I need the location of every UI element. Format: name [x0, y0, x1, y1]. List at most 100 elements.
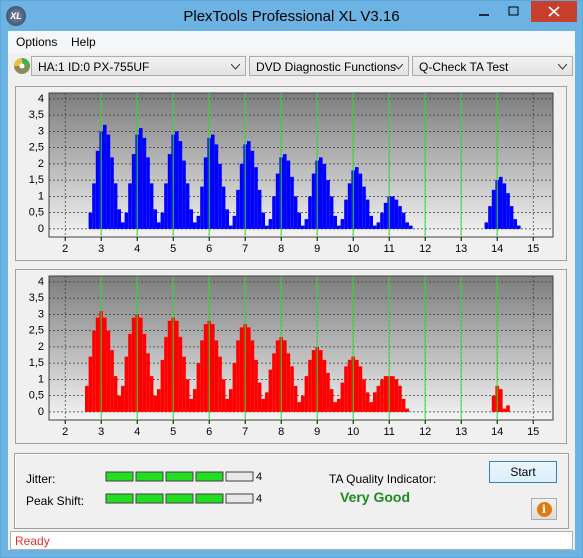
- meter-segment-filled: [135, 471, 164, 482]
- quality-value: Very Good: [340, 489, 411, 505]
- bar: [239, 163, 244, 229]
- x-tick-label: 12: [419, 426, 431, 438]
- bar: [110, 157, 114, 229]
- bar: [509, 206, 514, 229]
- x-tick-label: 4: [134, 243, 140, 255]
- x-tick-label: 10: [347, 426, 359, 438]
- y-tick-label: 1: [38, 190, 44, 202]
- y-tick-label: 3: [38, 125, 44, 137]
- bar: [311, 173, 316, 229]
- info-button[interactable]: i: [531, 498, 557, 520]
- bar: [236, 340, 240, 412]
- bar: [344, 199, 348, 229]
- window-controls[interactable]: [469, 1, 579, 23]
- bar: [236, 189, 240, 229]
- bar: [182, 160, 186, 229]
- bar: [329, 196, 334, 229]
- bar: [261, 212, 265, 229]
- bar: [286, 160, 291, 229]
- bar: [221, 186, 226, 229]
- bar: [214, 144, 219, 229]
- bar: [358, 173, 363, 229]
- meters: 44: [105, 471, 262, 505]
- bar: [365, 392, 370, 412]
- start-button[interactable]: Start: [489, 461, 557, 483]
- bar: [380, 212, 384, 229]
- drive-select[interactable]: HA:1 ID:0 PX-755UF: [31, 56, 246, 76]
- bar: [355, 167, 359, 229]
- bar: [160, 359, 165, 412]
- bar: [369, 402, 373, 412]
- meter-segment-filled: [195, 493, 224, 504]
- function-text: DVD Diagnostic Functions: [256, 60, 397, 74]
- bar: [272, 353, 276, 412]
- bar: [164, 183, 168, 229]
- bar: [355, 359, 359, 412]
- bar: [178, 141, 183, 229]
- bar: [225, 398, 229, 412]
- bar: [250, 340, 255, 412]
- x-tick-label: 7: [242, 243, 248, 255]
- bar: [333, 402, 337, 412]
- menu-item[interactable]: Options: [16, 35, 58, 49]
- status-bar: Ready: [10, 531, 573, 550]
- bar: [283, 340, 287, 412]
- drive-text: HA:1 ID:0 PX-755UF: [38, 60, 150, 74]
- meter-segment-filled: [195, 471, 224, 482]
- x-tick-label: 2: [62, 243, 68, 255]
- bar: [214, 340, 219, 412]
- meter-segment-filled: [105, 471, 134, 482]
- x-tick-label: 9: [314, 426, 320, 438]
- bar: [308, 359, 312, 412]
- peak-shift-label: Peak Shift:: [26, 494, 85, 508]
- y-tick-label: 2: [38, 158, 44, 170]
- x-tick-label: 11: [383, 243, 394, 255]
- bar: [293, 196, 298, 229]
- bar: [257, 382, 262, 412]
- bar: [376, 385, 381, 412]
- jitter-label: Jitter:: [26, 472, 56, 486]
- bar: [373, 392, 377, 412]
- x-tick-label: 15: [527, 243, 539, 255]
- bar: [229, 225, 233, 229]
- bar: [301, 225, 305, 229]
- bar: [286, 353, 291, 412]
- x-tick-label: 3: [98, 426, 104, 438]
- info-icon: i: [536, 502, 552, 517]
- bar: [178, 337, 183, 412]
- x-tick-label: 5: [170, 243, 176, 255]
- bar: [488, 206, 492, 229]
- x-tick-label: 13: [455, 426, 467, 438]
- bar: [376, 222, 381, 229]
- x-tick-label: 4: [134, 426, 140, 438]
- function-select[interactable]: DVD Diagnostic Functions: [249, 56, 409, 76]
- x-tick-label: 5: [170, 426, 176, 438]
- bar: [200, 340, 204, 412]
- bar: [239, 327, 244, 412]
- bar: [196, 363, 201, 412]
- bar: [247, 141, 251, 229]
- bar: [265, 225, 269, 229]
- bar: [265, 392, 269, 412]
- bar: [160, 212, 165, 229]
- bar: [95, 317, 100, 412]
- bar: [117, 209, 121, 229]
- y-tick-label: 0: [38, 223, 44, 235]
- bar: [164, 337, 168, 412]
- test-select[interactable]: Q-Check TA Test: [412, 56, 573, 76]
- x-tick-label: 10: [347, 243, 359, 255]
- bar: [394, 199, 399, 229]
- bar: [142, 333, 147, 412]
- x-tick-label: 3: [98, 243, 104, 255]
- bar: [391, 196, 395, 229]
- bar: [225, 209, 229, 229]
- bar: [95, 150, 100, 229]
- bar: [157, 389, 161, 412]
- bar: [218, 356, 222, 412]
- bar: [128, 183, 132, 229]
- bar: [499, 389, 503, 412]
- bar: [113, 376, 118, 412]
- bar: [106, 134, 111, 229]
- bar: [131, 154, 136, 229]
- menu-item[interactable]: Help: [71, 35, 96, 49]
